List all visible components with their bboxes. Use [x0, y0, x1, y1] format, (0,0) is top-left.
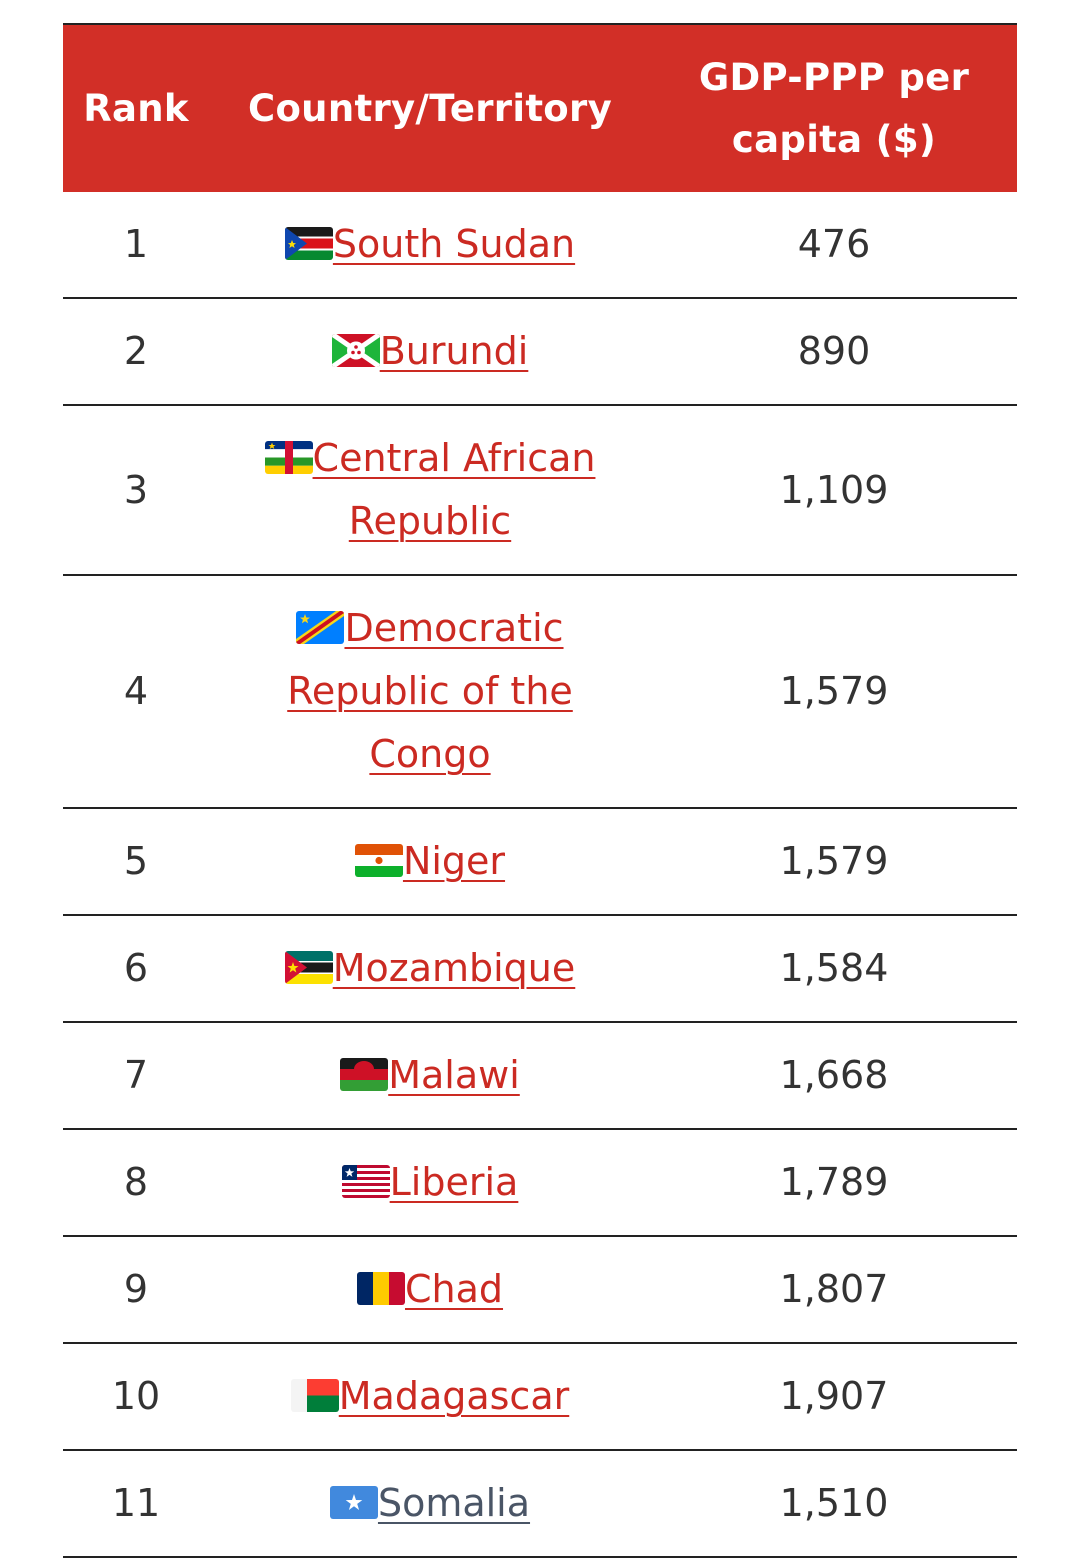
country-cell: Malawi	[209, 1022, 651, 1130]
country-link[interactable]: Niger	[402, 839, 506, 883]
table-row: 10 Madagascar 1,907	[63, 1343, 1017, 1451]
table-row: 5 Niger 1,579	[63, 808, 1017, 916]
gdp-cell: 1,579	[651, 808, 1017, 916]
country-cell: Madagascar	[209, 1343, 651, 1451]
gdp-cell: 1,807	[651, 1236, 1017, 1344]
country-cell: Chad	[209, 1236, 651, 1344]
rank-cell: 10	[63, 1343, 209, 1451]
country-cell: Liberia	[209, 1129, 651, 1237]
country-column-header[interactable]: Country/Territory	[248, 86, 612, 130]
gdp-cell: 890	[651, 298, 1017, 406]
somalia-flag-icon	[329, 1486, 378, 1519]
gdp-cell: 1,789	[651, 1129, 1017, 1237]
gdp-cell: 1,109	[651, 405, 1017, 576]
gdp-ranking-table: Rank Country/Territory GDP-PPP per capit…	[63, 25, 1017, 1558]
liberia-flag-icon	[341, 1165, 390, 1198]
rank-cell: 9	[63, 1236, 209, 1344]
gdp-cell: 1,510	[651, 1450, 1017, 1558]
table-top-rule	[63, 23, 1017, 25]
country-link[interactable]: Democratic Republic of the Congo	[287, 606, 573, 776]
country-cell: Somalia	[209, 1450, 651, 1558]
rank-cell: 3	[63, 405, 209, 576]
country-link[interactable]: South Sudan	[332, 222, 576, 266]
table-row: 1 South Sudan 476	[63, 192, 1017, 299]
country-link[interactable]: Malawi	[388, 1053, 520, 1097]
table-row: 11 Somalia 1,510	[63, 1450, 1017, 1558]
rank-cell: 6	[63, 915, 209, 1023]
rank-column-header[interactable]: Rank	[83, 86, 189, 130]
gdp-table-container: Rank Country/Territory GDP-PPP per capit…	[63, 23, 1017, 1558]
burundi-flag-icon	[331, 334, 380, 367]
rank-cell: 1	[63, 192, 209, 299]
table-row: 6 Mozambique 1,584	[63, 915, 1017, 1023]
country-cell: Burundi	[209, 298, 651, 406]
table-row: 8 Liberia	[63, 1129, 1017, 1237]
rank-cell: 5	[63, 808, 209, 916]
country-link[interactable]: Chad	[404, 1267, 504, 1311]
country-cell: Mozambique	[209, 915, 651, 1023]
table-row: 4 Democratic Republic of the Congo 1,579	[63, 575, 1017, 809]
gdp-column-header[interactable]: GDP-PPP per capita ($)	[698, 55, 970, 161]
rank-cell: 8	[63, 1129, 209, 1237]
madagascar-flag-icon	[290, 1379, 339, 1412]
table-row: 3 Central African Republic 1,109	[63, 405, 1017, 576]
gdp-cell: 1,579	[651, 575, 1017, 809]
country-link[interactable]: Mozambique	[332, 946, 576, 990]
country-link[interactable]: Liberia	[389, 1160, 519, 1204]
rank-cell: 2	[63, 298, 209, 406]
country-cell: Democratic Republic of the Congo	[209, 575, 651, 809]
rank-cell: 11	[63, 1450, 209, 1558]
country-link[interactable]: Madagascar	[338, 1374, 570, 1418]
gdp-cell: 1,584	[651, 915, 1017, 1023]
dr-congo-flag-icon	[296, 611, 345, 644]
table-row: 7 Malawi 1,668	[63, 1022, 1017, 1130]
table-row: 9 Chad 1,807	[63, 1236, 1017, 1344]
gdp-cell: 476	[651, 192, 1017, 299]
country-link[interactable]: Central African Republic	[312, 436, 596, 543]
niger-flag-icon	[354, 844, 403, 877]
chad-flag-icon	[356, 1272, 405, 1305]
country-link[interactable]: Burundi	[379, 329, 529, 373]
country-cell: South Sudan	[209, 192, 651, 299]
malawi-flag-icon	[340, 1058, 389, 1091]
table-row: 2 Burundi	[63, 298, 1017, 406]
rank-cell: 7	[63, 1022, 209, 1130]
country-link[interactable]: Somalia	[377, 1481, 531, 1525]
gdp-cell: 1,668	[651, 1022, 1017, 1130]
mozambique-flag-icon	[284, 951, 333, 984]
central-african-republic-flag-icon	[264, 441, 313, 474]
table-header-row: Rank Country/Territory GDP-PPP per capit…	[63, 25, 1017, 192]
country-cell: Central African Republic	[209, 405, 651, 576]
south-sudan-flag-icon	[284, 227, 333, 260]
rank-cell: 4	[63, 575, 209, 809]
gdp-cell: 1,907	[651, 1343, 1017, 1451]
country-cell: Niger	[209, 808, 651, 916]
